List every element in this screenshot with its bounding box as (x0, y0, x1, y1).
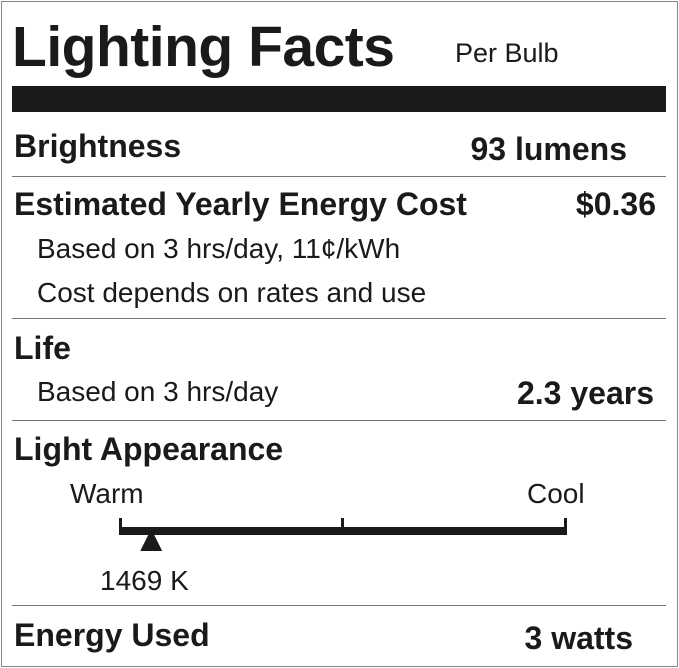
divider (12, 605, 666, 606)
warm-label: Warm (70, 478, 144, 509)
divider (12, 176, 666, 177)
label-title: Lighting Facts (12, 15, 395, 79)
life-label: Life (14, 330, 71, 366)
energy-used-value: 3 watts (524, 620, 633, 656)
divider (12, 318, 666, 319)
energy-used-label: Energy Used (14, 617, 210, 653)
cool-label: Cool (527, 478, 585, 509)
energy-cost-label: Estimated Yearly Energy Cost (14, 186, 467, 222)
header-bar (12, 86, 666, 112)
scale-tick (341, 518, 344, 535)
label-subtitle: Per Bulb (455, 38, 559, 68)
scale-tick (119, 518, 122, 535)
brightness-value: 93 lumens (470, 131, 627, 167)
scale-tick (564, 518, 567, 535)
energy-cost-note: Cost depends on rates and use (37, 277, 427, 308)
energy-cost-note: Based on 3 hrs/day, 11¢/kWh (37, 233, 401, 264)
divider (12, 420, 666, 421)
energy-cost-value: $0.36 (575, 186, 656, 222)
light-appearance-label: Light Appearance (14, 431, 284, 467)
brightness-label: Brightness (14, 128, 182, 164)
color-temperature-value: 1469 K (100, 565, 189, 596)
scale-marker (140, 529, 163, 551)
life-note: Based on 3 hrs/day (37, 376, 279, 407)
life-value: 2.3 years (516, 375, 654, 411)
